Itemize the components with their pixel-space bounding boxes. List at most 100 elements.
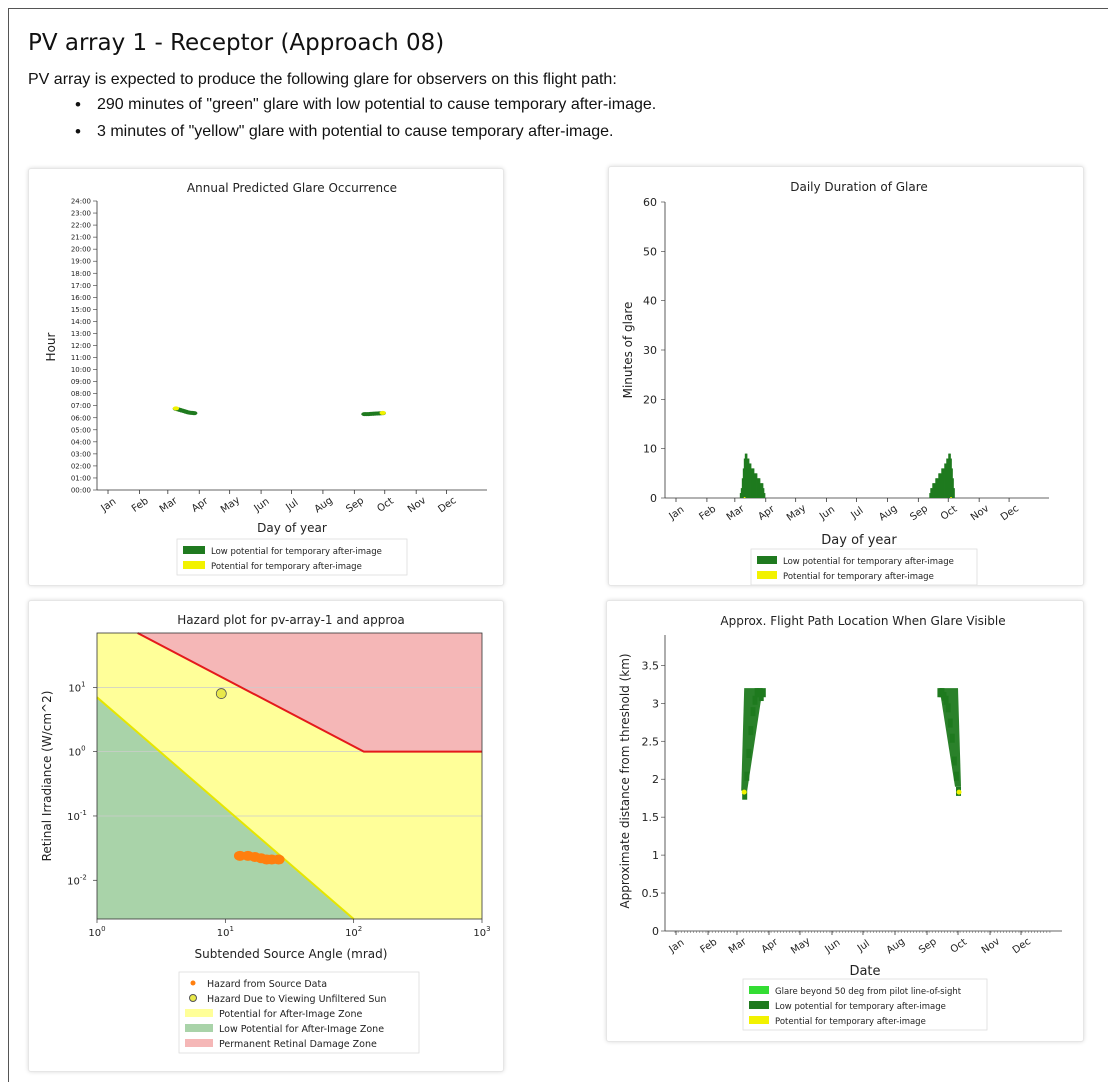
y-tick-label: 40 bbox=[643, 295, 657, 308]
x-tick-label: Jul bbox=[283, 497, 300, 514]
duration-bar bbox=[935, 478, 937, 498]
y-tick-label: 2 bbox=[652, 773, 659, 786]
flight-glare-point bbox=[742, 790, 748, 800]
x-tick-label: Jun bbox=[817, 504, 837, 523]
glare-point bbox=[190, 411, 198, 416]
x-tick-label: May bbox=[219, 495, 242, 516]
y-tick-label: 18:00 bbox=[71, 270, 91, 278]
duration-bar bbox=[952, 478, 954, 498]
summary-bullet-yellow: 3 minutes of "yellow" glare with potenti… bbox=[75, 122, 656, 150]
legend-swatch bbox=[183, 561, 205, 569]
daily-duration-chart: Daily Duration of Glare 0 10 20 30 40 50 60 Jan F… bbox=[621, 180, 1049, 585]
y-tick-label: 3.5 bbox=[642, 659, 660, 672]
glare-summary-list: 290 minutes of "green" glare with low po… bbox=[75, 95, 656, 150]
y-tick-label: 50 bbox=[643, 245, 657, 258]
y-tick-label: 04:00 bbox=[71, 438, 91, 446]
x-axis-label: Subtended Source Angle (mrad) bbox=[195, 947, 388, 961]
duration-bar bbox=[930, 488, 932, 498]
legend-label: Hazard Due to Viewing Unfiltered Sun bbox=[207, 994, 386, 1005]
y-tick-label: 14:00 bbox=[71, 318, 91, 326]
duration-bar bbox=[933, 483, 935, 498]
annual-glare-chart: Annual Predicted Glare Occurrence 00:00 01… bbox=[44, 181, 487, 576]
x-tick-label: May bbox=[785, 503, 808, 524]
page-frame bbox=[8, 8, 1108, 1082]
duration-bar bbox=[934, 483, 936, 498]
x-tick-label: Dec bbox=[1011, 936, 1033, 956]
x-tick-label: Jan bbox=[667, 504, 687, 522]
duration-bar bbox=[761, 483, 764, 498]
legend-swatch bbox=[190, 980, 196, 986]
x-tick-label: 100 bbox=[88, 925, 105, 939]
y-tick-label: 3 bbox=[652, 697, 659, 710]
legend-swatch bbox=[185, 1009, 213, 1017]
legend-swatch bbox=[189, 994, 197, 1002]
duration-bar bbox=[748, 463, 751, 498]
legend-label: Low potential for temporary after-image bbox=[775, 1002, 946, 1012]
x-tick-label: 103 bbox=[473, 925, 490, 939]
duration-bar bbox=[752, 468, 755, 498]
duration-bar bbox=[945, 463, 947, 498]
x-tick-label: Sep bbox=[917, 936, 939, 956]
legend-swatch bbox=[757, 571, 777, 579]
x-tick-label: Dec bbox=[999, 503, 1021, 523]
duration-bar bbox=[939, 473, 941, 498]
y-tick-label: 09:00 bbox=[71, 378, 91, 386]
duration-bar bbox=[742, 468, 745, 498]
y-tick-label: 20 bbox=[643, 393, 657, 406]
duration-bar bbox=[749, 463, 752, 498]
duration-bar bbox=[753, 473, 756, 498]
y-tick-label: 20:00 bbox=[71, 246, 91, 254]
x-tick-label: Nov bbox=[980, 936, 1002, 956]
y-tick-label: 19:00 bbox=[71, 258, 91, 266]
duration-bar bbox=[951, 468, 953, 498]
duration-bar bbox=[739, 493, 742, 498]
duration-bar bbox=[953, 488, 955, 498]
x-tick-label: Jun bbox=[822, 937, 842, 956]
x-tick-label: Nov bbox=[969, 503, 991, 523]
duration-bar bbox=[750, 468, 753, 498]
y-tick-label: 21:00 bbox=[71, 234, 91, 242]
after-image-threshold-line bbox=[96, 696, 355, 920]
duration-bar bbox=[938, 473, 940, 498]
x-tick-label: Apr bbox=[756, 503, 777, 522]
chart-title: Annual Predicted Glare Occurrence bbox=[187, 181, 397, 195]
x-tick-label: Aug bbox=[313, 495, 335, 515]
duration-bar bbox=[949, 453, 951, 498]
duration-bar bbox=[760, 483, 763, 498]
annual-glare-panel: Annual Predicted Glare Occurrence 00:00 01… bbox=[28, 168, 504, 586]
duration-bar bbox=[931, 488, 933, 498]
plot-frame bbox=[96, 632, 483, 920]
duration-bar bbox=[743, 497, 746, 498]
y-axis-label: Retinal Irradiance (W/cm^2) bbox=[40, 691, 54, 862]
hazard-source-point bbox=[272, 854, 285, 865]
legend-label: Potential for temporary after-image bbox=[775, 1017, 926, 1027]
duration-bar bbox=[946, 458, 948, 498]
y-axis-label: Hour bbox=[44, 332, 58, 361]
duration-bar bbox=[741, 478, 744, 498]
y-tick-label: 06:00 bbox=[71, 414, 91, 422]
flight-yellow-point bbox=[741, 789, 747, 795]
y-tick-label: 0.5 bbox=[642, 887, 660, 900]
duration-bar bbox=[943, 468, 945, 498]
legend-label: Low potential for temporary after-image bbox=[783, 557, 954, 567]
page-title: PV array 1 - Receptor (Approach 08) bbox=[28, 30, 445, 56]
duration-bar bbox=[763, 493, 766, 498]
duration-bar bbox=[944, 463, 946, 498]
damage-threshold-line bbox=[137, 632, 482, 753]
duration-bar bbox=[950, 497, 952, 498]
x-tick-label: Feb bbox=[697, 504, 718, 523]
x-tick-label: Mar bbox=[158, 495, 180, 515]
duration-bar bbox=[757, 478, 760, 498]
x-tick-label: Mar bbox=[727, 936, 749, 956]
y-tick-label: 0 bbox=[652, 925, 659, 938]
summary-bullet-green: 290 minutes of "green" glare with low po… bbox=[75, 95, 656, 123]
daily-duration-panel: Daily Duration of Glare 0 10 20 30 40 50 60 Jan F… bbox=[608, 166, 1084, 586]
duration-bar bbox=[942, 468, 944, 498]
x-tick-label: Oct bbox=[375, 496, 396, 515]
x-tick-label: 102 bbox=[345, 925, 362, 939]
y-tick-label: 15:00 bbox=[71, 306, 91, 314]
y-tick-label: 08:00 bbox=[71, 390, 91, 398]
y-tick-label: 05:00 bbox=[71, 426, 91, 434]
intro-text: PV array is expected to produce the foll… bbox=[28, 71, 617, 88]
x-tick-label: Jan bbox=[667, 937, 687, 955]
